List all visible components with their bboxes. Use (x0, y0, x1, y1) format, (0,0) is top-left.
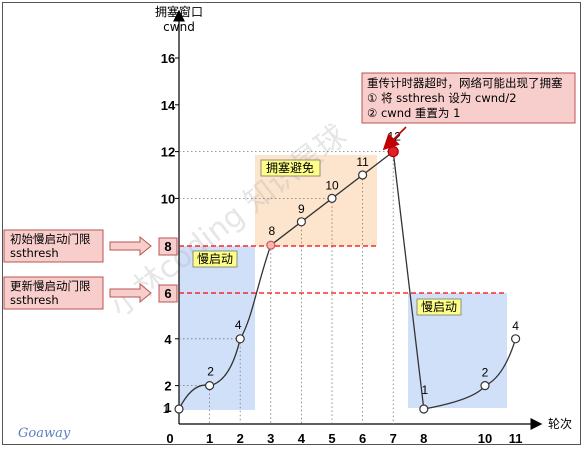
x-tick-label: 10 (478, 431, 492, 446)
cwnd-point (480, 381, 490, 391)
cwnd-point-label: 4 (512, 319, 519, 333)
cwnd-point-label: 12 (388, 130, 402, 144)
y-axis-title-2: cwnd (163, 20, 195, 34)
initial-ssthresh-label-1: 初始慢启动门限 (10, 232, 91, 246)
cwnd-point-label: 11 (356, 155, 369, 169)
initial-ssthresh-arrow (109, 235, 152, 257)
cwnd-point (358, 170, 368, 180)
slow-start-2-label: 慢启动 (421, 300, 457, 314)
signature: Goaway (18, 426, 71, 441)
timeout-note-line-2: ① 将 ssthresh 设为 cwnd/2 (367, 91, 517, 105)
cwnd-point-label: 2 (207, 365, 214, 379)
timeout-note-line-1: 重传计时器超时，网络可能出现了拥塞 (367, 76, 563, 90)
cwnd-point-label: 2 (482, 366, 489, 380)
updated-ssthresh-arrow (109, 282, 152, 304)
x-tick-label: 7 (390, 431, 397, 446)
x-tick-label: 3 (267, 431, 274, 446)
initial-ssthresh-value: 8 (164, 239, 171, 254)
x-tick-label: 6 (359, 431, 366, 446)
timeout-note-arrow (382, 126, 407, 151)
cwnd-point (327, 193, 337, 203)
cwnd-point (419, 404, 429, 414)
initial-ssthresh-callout (3, 229, 104, 263)
x-tick-label: 4 (298, 431, 306, 446)
cwnd-point (510, 334, 521, 344)
timeout-note-line-3: ② cwnd 重置为 1 (367, 106, 460, 120)
updated-ssthresh-label-2: ssthresh (10, 293, 59, 307)
cwnd-point (235, 334, 245, 344)
y-tick-label: 10 (161, 191, 175, 206)
cwnd-point-label: 4 (235, 318, 242, 332)
y-axis-title-1: 拥塞窗口 (155, 4, 203, 19)
slow-start-1-label-box (192, 250, 238, 268)
cwnd-point-label: 1 (163, 402, 170, 416)
x-tick-label: 0 (166, 431, 173, 446)
y-origin-label: 1 (164, 400, 171, 415)
y-tick-label: 16 (161, 51, 175, 66)
cwnd-point (296, 217, 306, 227)
guide-lines (179, 151, 394, 424)
initial-ssthresh-value-box (158, 237, 178, 256)
x-tick-label: 8 (420, 431, 427, 446)
updated-ssthresh-callout (3, 276, 104, 310)
x-tick-label: 1 (206, 431, 213, 446)
cwnd-point (266, 240, 276, 250)
cwnd-point-label: 8 (268, 224, 275, 238)
timeout-note-box (361, 72, 576, 124)
x-tick-label: 2 (237, 431, 244, 446)
cwnd-point-label: 1 (421, 383, 428, 397)
congestion-avoidance-label: 拥塞避免 (266, 160, 314, 175)
x-tick-label: 11 (509, 431, 523, 446)
slow-start-1-label: 慢启动 (197, 252, 233, 266)
cwnd-point (174, 404, 184, 414)
updated-ssthresh-value-box (158, 284, 178, 303)
cwnd-point (387, 146, 399, 158)
initial-ssthresh-label-2: ssthresh (10, 246, 59, 260)
y-tick-label: 4 (164, 332, 172, 347)
congestion-avoidance-label-box (260, 159, 321, 177)
y-tick-label: 12 (161, 145, 175, 160)
y-tick-label: 2 (164, 379, 171, 394)
updated-ssthresh-value: 6 (164, 286, 171, 301)
x-tick-label: 5 (328, 431, 335, 446)
updated-ssthresh-label-1: 更新慢启动门限 (10, 279, 91, 293)
y-tick-label: 14 (161, 98, 176, 113)
slow-start-2-label-box (416, 298, 462, 316)
x-axis-title: 轮次 (548, 417, 572, 431)
cwnd-point (205, 381, 215, 391)
cwnd-point-label: 9 (298, 202, 305, 216)
cwnd-point-label: 10 (325, 178, 339, 192)
